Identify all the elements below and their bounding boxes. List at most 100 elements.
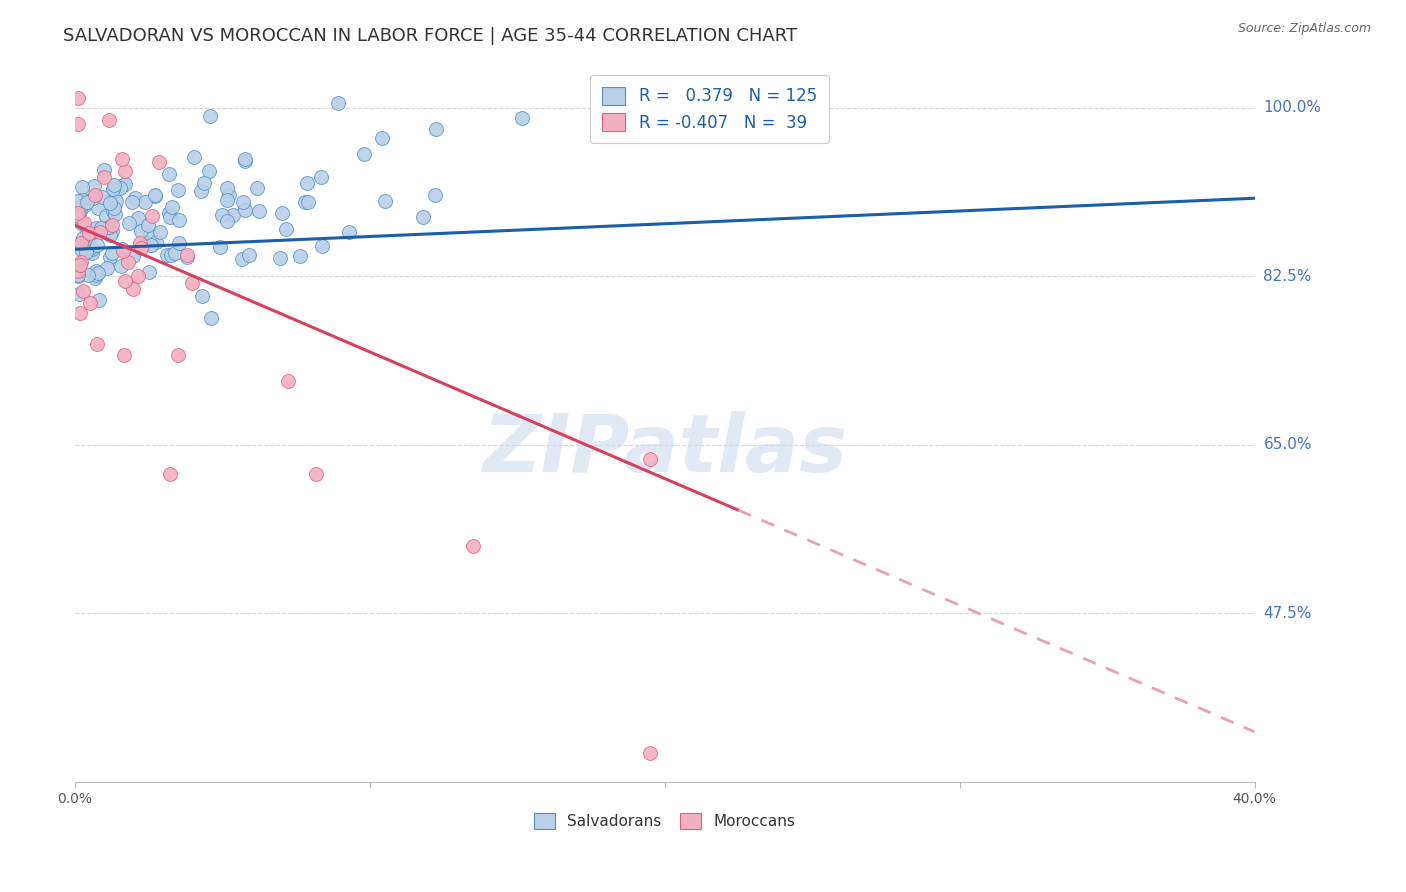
Point	[134, 235, 156, 250]
Point	[70, 180, 93, 194]
Point	[82, 246, 104, 260]
Text: SALVADORAN VS MOROCCAN IN LABOR FORCE | AGE 35-44 CORRELATION CHART: SALVADORAN VS MOROCCAN IN LABOR FORCE | …	[63, 27, 797, 45]
Point	[79, 241, 101, 255]
Point	[103, 204, 125, 219]
Point	[69, 235, 91, 250]
Point	[149, 225, 172, 239]
Point	[75, 244, 97, 259]
Point	[90, 220, 112, 235]
Point	[217, 181, 239, 195]
Point	[75, 197, 97, 211]
Point	[305, 467, 328, 481]
Point	[128, 235, 150, 250]
Point	[143, 188, 166, 202]
Point	[79, 226, 101, 240]
Point	[89, 225, 111, 239]
Point	[96, 261, 118, 276]
Text: 82.5%: 82.5%	[1264, 268, 1312, 284]
Point	[112, 178, 135, 193]
Point	[122, 249, 145, 263]
Point	[127, 211, 149, 225]
Point	[72, 194, 94, 208]
Point	[97, 112, 120, 127]
Point	[101, 219, 124, 233]
Text: 47.5%: 47.5%	[1264, 606, 1312, 621]
Point	[129, 224, 152, 238]
Point	[72, 197, 94, 211]
Point	[105, 194, 128, 209]
Point	[238, 247, 260, 261]
Point	[93, 169, 115, 184]
Text: 65.0%: 65.0%	[1264, 437, 1312, 452]
Point	[98, 195, 121, 210]
Point	[198, 109, 221, 123]
Point	[86, 238, 108, 252]
Point	[129, 242, 152, 256]
Point	[166, 348, 188, 362]
Point	[191, 288, 214, 302]
Point	[110, 259, 132, 273]
Point	[190, 184, 212, 198]
Point	[94, 209, 117, 223]
Point	[337, 225, 360, 239]
Point	[277, 374, 299, 388]
Point	[309, 169, 332, 184]
Point	[86, 202, 108, 216]
Point	[98, 250, 121, 264]
Point	[353, 147, 375, 161]
Point	[97, 219, 120, 234]
Point	[112, 347, 135, 361]
Point	[84, 268, 107, 282]
Point	[269, 252, 291, 266]
Point	[233, 152, 256, 166]
Point	[98, 227, 121, 242]
Point	[70, 242, 93, 256]
Point	[66, 194, 89, 209]
Point	[110, 181, 132, 195]
Point	[200, 310, 222, 325]
Point	[89, 293, 111, 307]
Point	[247, 204, 270, 219]
Point	[79, 225, 101, 239]
Legend: Salvadorans, Moroccans: Salvadorans, Moroccans	[527, 806, 801, 836]
Point	[425, 121, 447, 136]
Point	[138, 265, 160, 279]
Point	[412, 210, 434, 224]
Point	[111, 244, 134, 259]
Point	[169, 213, 191, 227]
Point	[72, 285, 94, 299]
Point	[93, 163, 115, 178]
Point	[101, 246, 124, 260]
Point	[215, 213, 238, 227]
Point	[70, 216, 93, 230]
Point	[326, 95, 349, 110]
Point	[198, 164, 221, 178]
Point	[141, 237, 163, 252]
Point	[209, 240, 232, 254]
Point	[77, 231, 100, 245]
Point	[114, 177, 136, 191]
Point	[69, 204, 91, 219]
Point	[111, 153, 134, 167]
Text: 100.0%: 100.0%	[1264, 100, 1322, 115]
Point	[159, 467, 181, 481]
Point	[82, 191, 104, 205]
Point	[156, 248, 179, 262]
Point	[67, 209, 90, 223]
Point	[145, 235, 167, 249]
Point	[193, 176, 215, 190]
Point	[370, 131, 392, 145]
Point	[73, 244, 96, 259]
Point	[111, 242, 134, 256]
Point	[181, 276, 204, 290]
Point	[114, 274, 136, 288]
Point	[118, 216, 141, 230]
Point	[461, 539, 484, 553]
Point	[295, 176, 318, 190]
Point	[84, 263, 107, 277]
Point	[136, 219, 159, 233]
Point	[114, 164, 136, 178]
Point	[86, 337, 108, 351]
Point	[66, 206, 89, 220]
Point	[69, 258, 91, 272]
